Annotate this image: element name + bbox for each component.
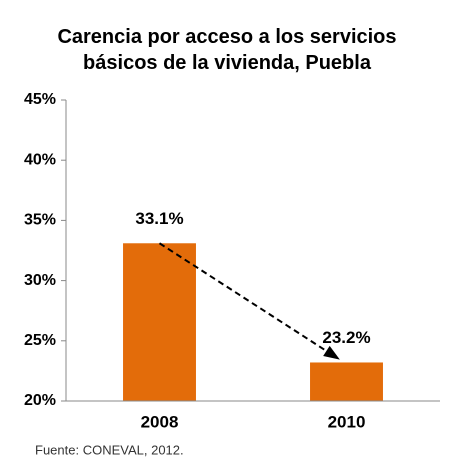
y-tick-label: 35% bbox=[24, 212, 56, 229]
y-tick-label: 25% bbox=[24, 332, 56, 349]
bar bbox=[310, 362, 383, 401]
trend-arrow bbox=[158, 242, 338, 359]
value-label: 23.2% bbox=[322, 328, 370, 347]
arrow-head bbox=[323, 345, 340, 360]
x-tick-label: 2010 bbox=[328, 412, 366, 431]
chart-title: Carencia por acceso a los servicios bási… bbox=[57, 26, 397, 74]
y-tick-label: 20% bbox=[24, 392, 56, 409]
source-note: Fuente: CONEVAL, 2012. bbox=[35, 442, 184, 457]
y-tick-label: 30% bbox=[24, 272, 56, 289]
y-tick-label: 45% bbox=[24, 91, 56, 108]
value-label: 33.1% bbox=[135, 209, 183, 228]
x-tick-label: 2008 bbox=[141, 412, 179, 431]
y-tick-label: 40% bbox=[24, 151, 56, 168]
bar bbox=[123, 243, 196, 401]
